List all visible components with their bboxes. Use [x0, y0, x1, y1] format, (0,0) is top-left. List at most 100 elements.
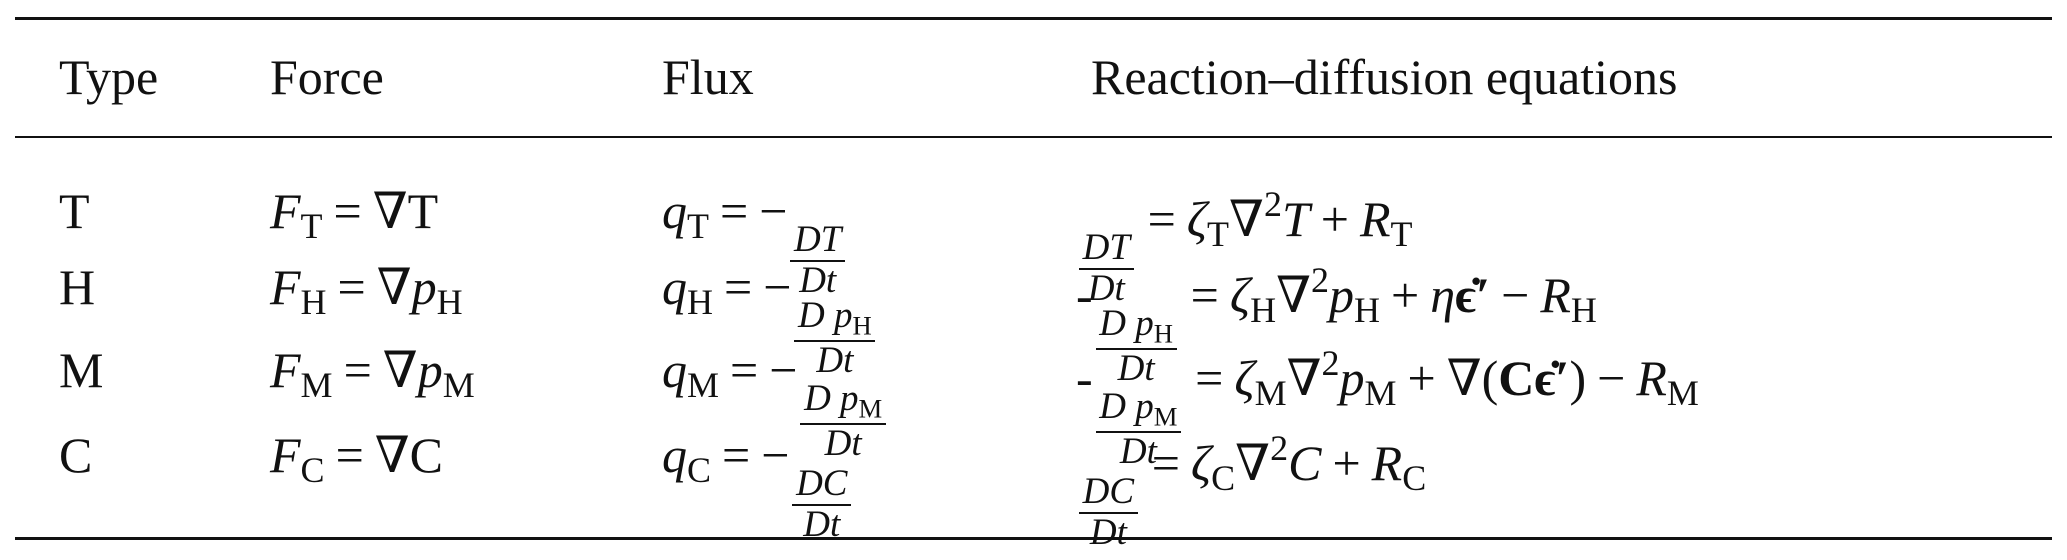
- math-symbol: p: [411, 259, 437, 315]
- row-T-flux: qT = − DT Dt: [662, 186, 848, 301]
- row-H-type: H: [59, 259, 96, 315]
- math-symbol: Dt: [803, 503, 841, 545]
- row-H-equation: -D pH Dt = ζH∇2pH + ηϵ̇′ − RH: [1076, 262, 1597, 389]
- subscript: M: [1254, 372, 1287, 413]
- bold-symbol: ϵ̇′: [1455, 266, 1491, 323]
- subscript: H: [1354, 289, 1381, 330]
- fraction-bar: [792, 503, 852, 506]
- fraction: D pH Dt: [794, 296, 876, 382]
- operator: =: [730, 342, 759, 398]
- operator: −: [1597, 349, 1626, 406]
- operator: +: [1332, 434, 1361, 491]
- math-symbol: q: [662, 342, 687, 398]
- math-text: ): [1569, 349, 1587, 406]
- row-M-type: M: [59, 342, 104, 398]
- math-symbol: p: [1329, 266, 1355, 323]
- math-symbol: F: [270, 183, 301, 239]
- math-text: ∇: [1229, 190, 1264, 247]
- math-text: −: [761, 427, 790, 483]
- superscript: 2: [1270, 428, 1289, 468]
- math-text: ∇: [1276, 266, 1312, 323]
- math-symbol: C: [1288, 434, 1322, 491]
- math-text: −: [763, 259, 792, 315]
- math-text: -: [1076, 266, 1093, 323]
- operator: +: [1391, 266, 1420, 323]
- superscript: 2: [1263, 184, 1282, 224]
- denominator: Dt: [1086, 513, 1130, 553]
- fraction-bar: [1078, 511, 1138, 514]
- subscript: M: [858, 393, 883, 424]
- operator: =: [337, 259, 366, 315]
- numerator: DT: [1079, 226, 1134, 268]
- numerator: DT: [790, 218, 845, 260]
- row-M-flux: q M = − D pM Dt: [662, 345, 889, 464]
- row-H-force: FH = ∇pH: [270, 262, 463, 320]
- operator: =: [335, 427, 364, 483]
- operator: +: [1407, 349, 1436, 406]
- math-symbol: DT: [1082, 226, 1130, 268]
- math-text: −: [769, 342, 798, 398]
- numerator: D pH: [1096, 302, 1177, 349]
- fraction-bar: [1095, 348, 1177, 351]
- header-type: Type: [59, 49, 159, 105]
- fraction-bar: [1078, 267, 1134, 270]
- operator: =: [1151, 434, 1180, 491]
- math-symbol: ζ: [1234, 349, 1255, 406]
- subscript: H: [1250, 289, 1277, 330]
- math-symbol: D p: [1099, 385, 1154, 427]
- math-text: −: [759, 183, 788, 239]
- header-force: Force: [270, 49, 384, 105]
- math-symbol: F: [270, 259, 301, 315]
- math-symbol: ζ: [1186, 190, 1208, 247]
- operator: =: [333, 183, 362, 239]
- fraction-bar: [1095, 431, 1182, 434]
- fraction: D pM Dt: [800, 379, 886, 464]
- subscript: T: [687, 206, 709, 247]
- subscript: H: [1153, 318, 1174, 349]
- math-symbol: Dt: [1117, 348, 1155, 390]
- row-C-force: FC = ∇C: [270, 430, 443, 488]
- math-text: ∇: [1235, 434, 1271, 491]
- math-text: ∇T: [372, 183, 439, 239]
- operator: −: [1501, 266, 1530, 323]
- row-C-equation: DC Dt = ζC∇2C + RC: [1076, 430, 1426, 552]
- math-symbol: p: [1339, 349, 1365, 406]
- superscript: 2: [1311, 260, 1330, 300]
- denominator: Dt: [800, 503, 844, 545]
- math-symbol: DT: [794, 218, 842, 260]
- subscript: H: [436, 282, 463, 323]
- subscript: H: [687, 282, 713, 323]
- math-symbol: q: [662, 427, 687, 483]
- math-text: -: [1076, 349, 1093, 406]
- math-symbol: R: [1636, 349, 1667, 406]
- fraction-bar: [794, 340, 876, 343]
- subscript: T: [1207, 213, 1230, 254]
- numerator: DC: [1079, 472, 1138, 512]
- math-symbol: η: [1430, 266, 1456, 323]
- subscript: C: [687, 450, 712, 491]
- math-symbol: ζ: [1229, 266, 1251, 323]
- math-text: ∇: [1286, 349, 1322, 406]
- math-symbol: DC: [796, 462, 848, 504]
- row-M-force: FM = ∇pM: [270, 345, 475, 403]
- subscript: C: [1402, 457, 1427, 498]
- math-symbol: Dt: [816, 340, 854, 382]
- row-T-force: FT = ∇T: [270, 186, 438, 244]
- operator: =: [343, 342, 372, 398]
- subscript: H: [1570, 289, 1597, 330]
- numerator: D pH: [794, 296, 875, 341]
- math-symbol: q: [662, 259, 687, 315]
- fraction-bar: [790, 259, 846, 262]
- superscript: 2: [1321, 343, 1340, 383]
- math-symbol: Dt: [799, 259, 837, 301]
- math-symbol: R: [1371, 434, 1403, 491]
- denominator: Dt: [796, 259, 840, 301]
- math-symbol: ζ: [1190, 434, 1212, 491]
- denominator: Dt: [1116, 432, 1160, 472]
- subscript: H: [852, 310, 872, 341]
- denominator: Dt: [1084, 269, 1128, 309]
- math-symbol: D p: [1099, 302, 1154, 344]
- denominator: Dt: [813, 340, 857, 382]
- subscript: C: [300, 450, 325, 491]
- math-symbol: F: [270, 427, 301, 483]
